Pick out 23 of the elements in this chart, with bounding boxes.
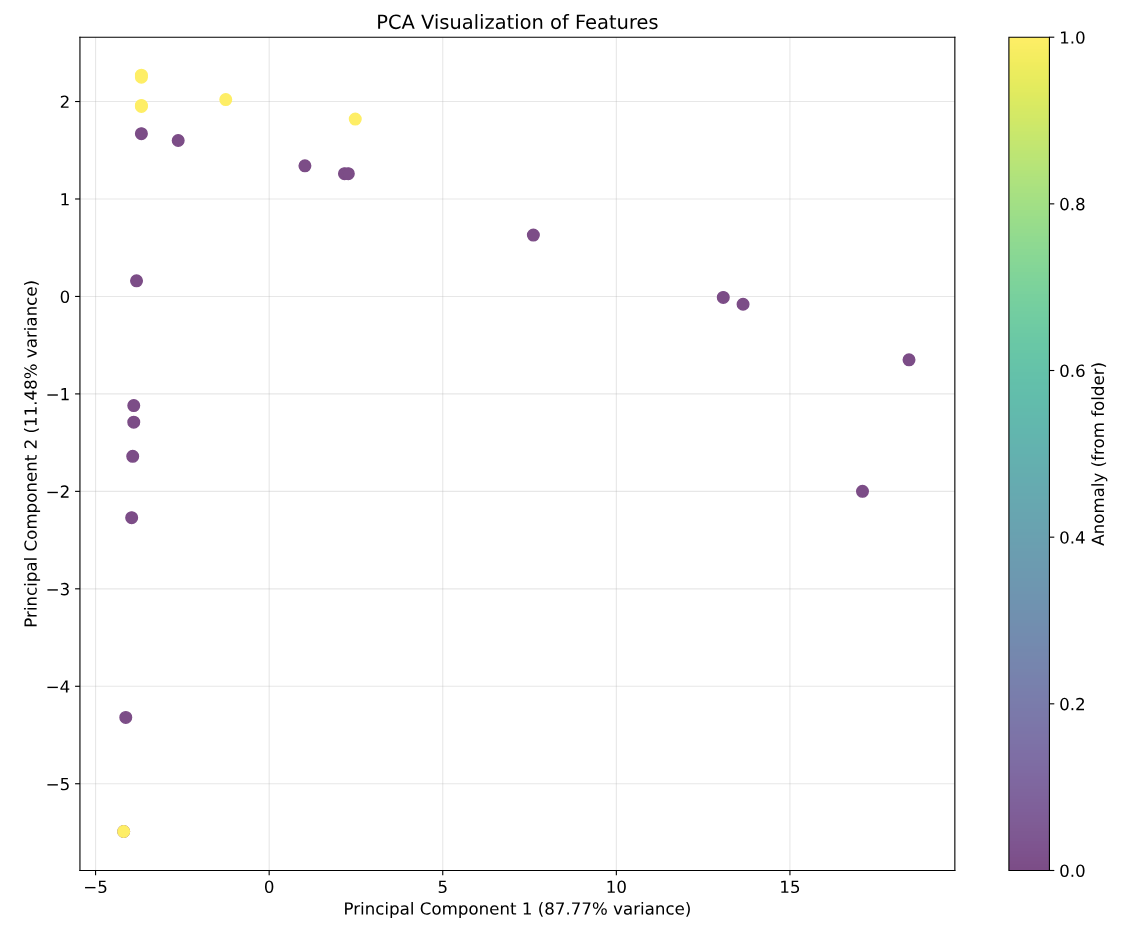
color-bar-title: Anomaly (from folder) <box>1091 363 1108 546</box>
color-bar-label: 0.0 <box>1060 864 1085 878</box>
color-bar-label: 0.2 <box>1060 697 1084 711</box>
x-tick-label: −5 <box>85 880 107 894</box>
y-tick-label: 2 <box>60 95 69 108</box>
x-tick-label: 10 <box>607 880 626 894</box>
y-tick-label: −5 <box>47 777 69 791</box>
y-tick-label: 1 <box>61 193 69 206</box>
y-tick-label: 0 <box>60 290 70 304</box>
x-tick-label: 15 <box>781 880 800 894</box>
x-tick-label: 5 <box>438 880 447 894</box>
y-tick-label: −1 <box>47 388 69 401</box>
y-axis-title: Principal Component 2 (11.48% variance) <box>23 281 41 627</box>
chart-title: PCA Visualization of Features <box>378 14 658 30</box>
color-bar-label: 0.8 <box>1060 197 1085 211</box>
color-bar-label: 0.6 <box>1060 364 1085 378</box>
x-tick-label: 0 <box>264 880 274 894</box>
color-bar-label: 0.4 <box>1060 531 1085 544</box>
x-axis-title: Principal Component 1 (87.77% variance) <box>345 901 690 919</box>
y-tick-label: −3 <box>47 582 69 596</box>
y-tick-label: −4 <box>47 680 70 693</box>
y-tick-label: −2 <box>47 485 69 498</box>
color-bar-label: 1.0 <box>1060 31 1085 44</box>
